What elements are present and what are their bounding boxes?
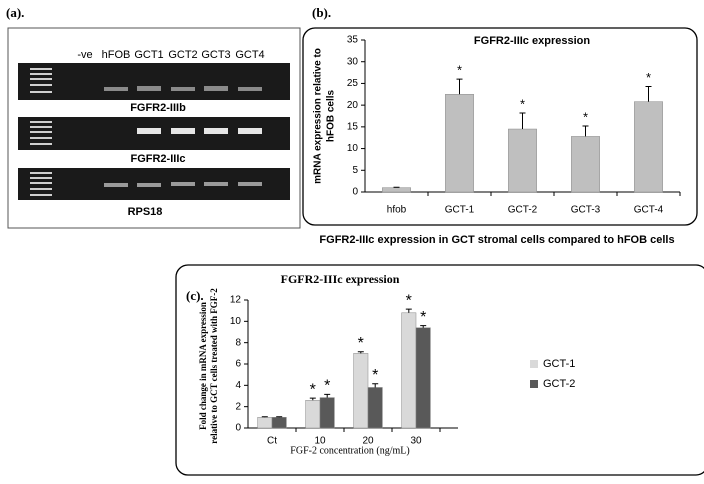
bar [382,187,411,193]
lane-label: GCT4 [235,49,264,61]
bar [445,94,474,193]
x-tick-label: GCT-4 [634,205,664,216]
y-tick-label: 2 [235,401,241,412]
legend-swatch [530,380,538,388]
lane-label: hFOB [102,49,131,61]
annotation: * [358,335,364,352]
annotation: * [310,381,316,398]
bar [571,136,600,193]
y-tick-label: 8 [235,337,241,348]
bar [271,417,287,429]
x-tick-label: hfob [387,205,407,216]
error-bar [357,351,364,354]
x-tick-label: Ct [267,436,277,447]
panel-frame [302,27,698,226]
y-tick-label: 20 [347,100,359,111]
chart-title: FGFR2-IIIc expression [474,35,590,47]
error-bar [519,112,526,130]
y-tick-label: 25 [347,78,359,89]
y-tick-label: 4 [235,380,241,391]
y-tick-label: 5 [352,165,358,176]
annotation: * [457,63,462,78]
legend-label: GCT-2 [543,378,575,390]
y-tick-label: 15 [347,121,359,132]
annotation: * [324,378,330,395]
error-bar [456,78,463,95]
bar [319,397,335,429]
error-bar [420,325,427,328]
x-tick-label: GCT-1 [445,205,475,216]
gene-label: FGFR2-IIIb [130,102,186,114]
bar [305,400,321,429]
bar [257,417,273,429]
annotation: * [420,309,426,326]
gel-image [18,63,290,200]
lane-label: -ve [77,49,92,61]
legend-label: GCT-1 [543,358,575,370]
lane-label: GCT1 [134,49,163,61]
x-tick-label: 10 [314,436,326,447]
panel-label: (b). [312,5,331,20]
bar [401,312,417,429]
x-tick-label: 30 [410,436,422,447]
annotation: * [646,70,651,85]
panel-label: (a). [6,5,24,20]
lane-label: GCT3 [201,49,230,61]
error-bar [582,125,589,137]
caption: FGFR2-IIIc expression in GCT stromal cel… [319,234,674,246]
error-bar [645,85,652,102]
panel-frame [175,264,704,476]
error-bar [324,393,331,398]
bar [508,128,537,193]
annotation: * [583,109,588,124]
x-tick-label: GCT-3 [571,205,601,216]
y-tick-label: 6 [235,359,241,370]
gene-label: FGFR2-IIIc [130,153,185,165]
lane-label: GCT2 [168,49,197,61]
error-bar [405,308,412,313]
gene-label: RPS18 [128,206,163,218]
error-bar [261,416,268,418]
y-axis-label: hFOB cells [326,89,337,142]
panel-frame [7,27,301,229]
y-tick-label: 0 [352,187,358,198]
annotation: * [520,96,525,111]
y-tick-label: 0 [235,423,241,434]
panel-label: (c). [186,288,204,303]
annotation: * [406,292,412,309]
y-tick-label: 35 [347,35,359,46]
error-bar [372,383,379,388]
x-tick-label: GCT-2 [508,205,538,216]
y-tick-label: 12 [230,295,242,306]
error-bar [276,416,283,418]
y-axis-label: relative to GCT cells treated with FGF-2 [209,288,219,444]
bar [634,101,663,193]
y-tick-label: 30 [347,56,359,67]
y-axis-label: mRNA expression relative to [313,48,324,184]
chart-title: FGFR2-IIIc expression [281,272,400,286]
y-axis-label: Fold change in mRNA expression [198,302,208,430]
x-axis-label: FGF-2 concentration (ng/mL) [290,445,409,456]
y-tick-label: 10 [347,143,359,154]
x-tick-label: 20 [362,436,374,447]
error-bar [309,397,316,401]
bar [353,353,369,429]
annotation: * [372,367,378,384]
legend-swatch [530,360,538,368]
y-tick-label: 10 [230,316,242,327]
bar [415,327,431,429]
bar [367,387,383,429]
